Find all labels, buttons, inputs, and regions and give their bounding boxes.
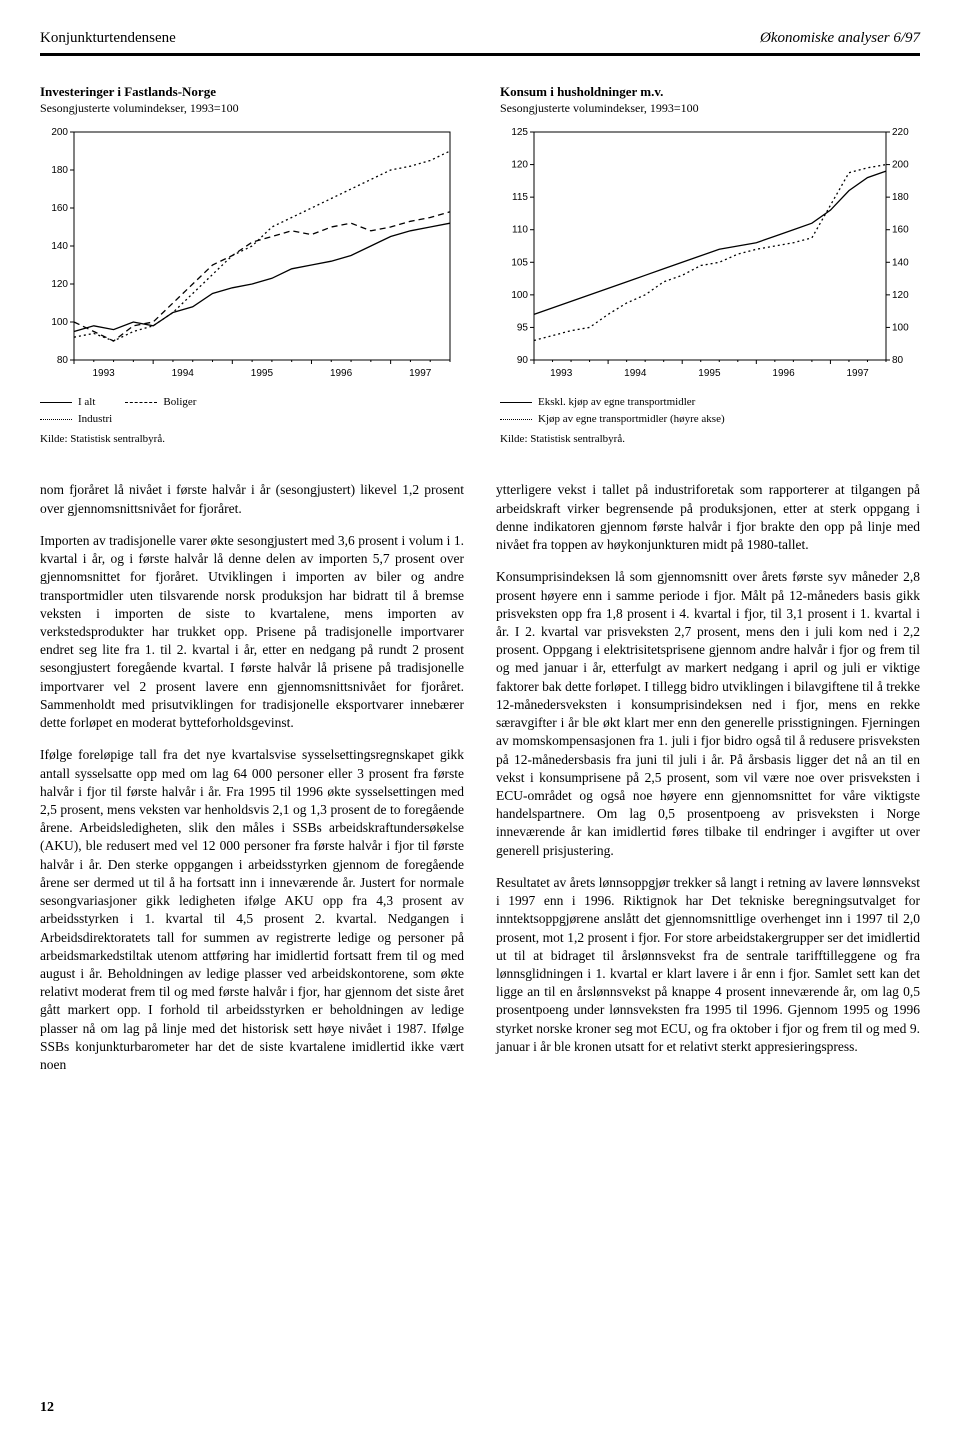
svg-text:100: 100	[511, 290, 528, 301]
legend-label: Kjøp av egne transportmidler (høyre akse…	[538, 411, 725, 428]
svg-text:115: 115	[512, 193, 528, 204]
svg-text:100: 100	[892, 323, 909, 334]
page-number: 12	[40, 1400, 54, 1416]
chart-left-title: Investeringer i Fastlands-Norge	[40, 84, 460, 101]
svg-text:180: 180	[892, 193, 909, 204]
legend-row: Boliger	[125, 394, 196, 411]
svg-text:160: 160	[892, 225, 909, 236]
svg-text:80: 80	[57, 355, 69, 366]
legend-label: Industri	[78, 411, 112, 428]
legend-row: Industri	[40, 411, 460, 428]
legend-row: Kjøp av egne transportmidler (høyre akse…	[500, 411, 920, 428]
svg-text:100: 100	[51, 317, 68, 328]
svg-text:200: 200	[51, 127, 68, 138]
header-right: Økonomiske analyser 6/97	[760, 30, 920, 47]
svg-text:200: 200	[892, 160, 909, 171]
svg-text:1994: 1994	[624, 368, 647, 379]
charts-row: Investeringer i Fastlands-Norge Sesongju…	[40, 84, 920, 445]
chart-right: Konsum i husholdninger m.v. Sesongjuster…	[500, 84, 920, 445]
dashed-line-icon	[125, 402, 157, 403]
chart-right-subtitle: Sesongjusterte volumindekser, 1993=100	[500, 101, 920, 117]
paragraph: Importen av tradisjonelle varer økte ses…	[40, 532, 464, 732]
svg-text:220: 220	[892, 127, 909, 138]
solid-line-icon	[40, 402, 72, 403]
legend-label: Ekskl. kjøp av egne transportmidler	[538, 394, 695, 411]
paragraph: Ifølge foreløpige tall fra det nye kvart…	[40, 746, 464, 1074]
svg-text:160: 160	[51, 203, 68, 214]
dotted-line-icon	[40, 419, 72, 420]
solid-line-icon	[500, 402, 532, 403]
svg-text:1993: 1993	[92, 368, 115, 379]
chart-left-subtitle: Sesongjusterte volumindekser, 1993=100	[40, 101, 460, 117]
svg-text:1997: 1997	[846, 368, 869, 379]
svg-text:120: 120	[892, 290, 909, 301]
chart-left: Investeringer i Fastlands-Norge Sesongju…	[40, 84, 460, 445]
chart-right-source: Kilde: Statistisk sentralbyrå.	[500, 433, 920, 445]
svg-text:120: 120	[51, 279, 68, 290]
legend-label: I alt	[78, 394, 95, 411]
svg-text:1997: 1997	[409, 368, 432, 379]
svg-text:120: 120	[511, 160, 528, 171]
chart-right-svg: 90 95 100 105 110 115 120 125 80 100 120 140 160 180 2…	[500, 124, 920, 384]
svg-text:1996: 1996	[330, 368, 353, 379]
dotted-line-icon	[500, 419, 532, 420]
paragraph: ytterligere vekst i tallet på industrifo…	[496, 481, 920, 554]
svg-text:125: 125	[511, 127, 528, 138]
legend-row: I alt	[40, 394, 95, 411]
svg-text:80: 80	[892, 355, 904, 366]
legend-row: Ekskl. kjøp av egne transportmidler	[500, 394, 920, 411]
legend-label: Boliger	[163, 394, 196, 411]
svg-text:140: 140	[892, 258, 909, 269]
header-left: Konjunkturtendensene	[40, 30, 176, 47]
svg-text:1995: 1995	[698, 368, 721, 379]
chart-right-legend: Ekskl. kjøp av egne transportmidler Kjøp…	[500, 394, 920, 427]
svg-text:110: 110	[512, 225, 528, 236]
svg-text:95: 95	[517, 323, 529, 334]
paragraph: nom fjoråret lå nivået i første halvår i…	[40, 481, 464, 517]
chart-left-source: Kilde: Statistisk sentralbyrå.	[40, 433, 460, 445]
chart-left-legend: I alt Boliger Industri	[40, 394, 460, 427]
svg-text:105: 105	[511, 258, 528, 269]
svg-text:1993: 1993	[550, 368, 573, 379]
chart-left-svg: 80 100 120 140 160 180 200 1993 1994 1995 1996 1997	[40, 124, 460, 384]
chart-right-title: Konsum i husholdninger m.v.	[500, 84, 920, 101]
svg-text:140: 140	[51, 241, 68, 252]
svg-text:1995: 1995	[251, 368, 274, 379]
body-text: nom fjoråret lå nivået i første halvår i…	[40, 481, 920, 1079]
svg-text:1996: 1996	[772, 368, 795, 379]
svg-text:90: 90	[517, 355, 529, 366]
svg-text:180: 180	[51, 165, 68, 176]
svg-text:1994: 1994	[172, 368, 195, 379]
page-header: Konjunkturtendensene Økonomiske analyser…	[40, 30, 920, 56]
paragraph: Resultatet av årets lønnsoppgjør trekker…	[496, 874, 920, 1056]
paragraph: Konsumprisindeksen lå som gjennomsnitt o…	[496, 568, 920, 860]
